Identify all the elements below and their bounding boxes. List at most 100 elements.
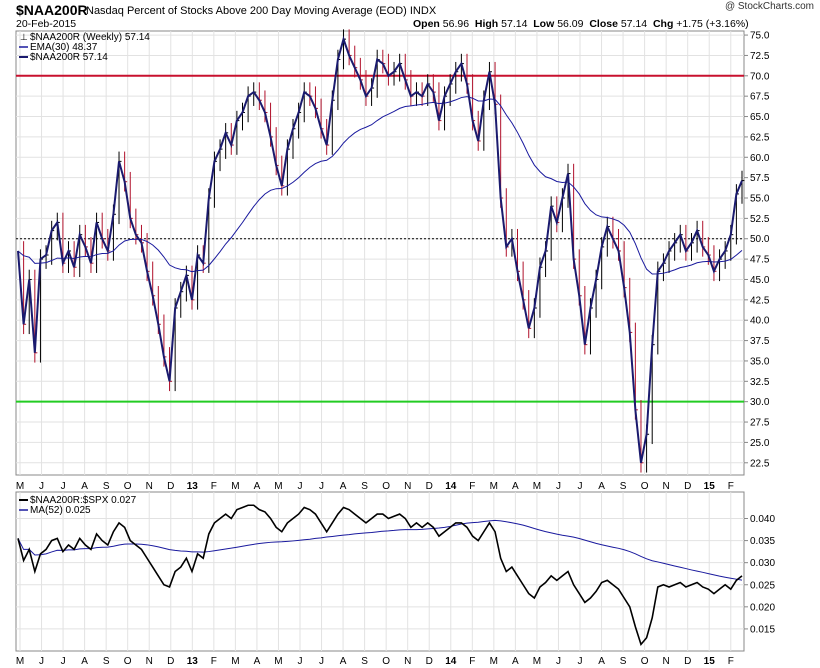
main-x-tick-label: F bbox=[469, 481, 475, 492]
main-x-tick-label: J bbox=[39, 481, 44, 492]
ratio-x-tick-label: F bbox=[469, 656, 475, 667]
legend-line-label: $NAA200R 57.14 bbox=[30, 52, 108, 63]
legend-ema-label: EMA(30) 48.37 bbox=[30, 42, 98, 53]
main-x-tick-label: 15 bbox=[704, 481, 716, 492]
symbol-title: $NAA200R bbox=[16, 2, 88, 18]
ratio-x-tick-label: A bbox=[81, 656, 88, 667]
ratio-x-tick-label: A bbox=[254, 656, 261, 667]
ratio-x-tick-label: O bbox=[124, 656, 132, 667]
ratio-x-tick-label: D bbox=[684, 656, 691, 667]
main-x-tick-label: M bbox=[231, 481, 239, 492]
main-x-tick-label: O bbox=[641, 481, 649, 492]
ratio-x-tick-label: O bbox=[382, 656, 390, 667]
ratio-x-tick-label: N bbox=[146, 656, 153, 667]
legend-ma52-label: MA(52) 0.025 bbox=[30, 505, 91, 516]
main-y-tick-label: 42.5 bbox=[750, 295, 770, 306]
close-value: 57.14 bbox=[620, 18, 648, 30]
ratio-x-tick-label: A bbox=[340, 656, 347, 667]
main-x-tick-label: D bbox=[684, 481, 691, 492]
main-x-tick-label: M bbox=[16, 481, 24, 492]
main-y-tick-label: 55.0 bbox=[750, 194, 770, 205]
exchange-label: INDX bbox=[409, 5, 437, 17]
ratio-x-tick-label: S bbox=[620, 656, 627, 667]
main-y-tick-label: 45.0 bbox=[750, 275, 770, 286]
close-label: Close bbox=[589, 18, 618, 30]
ratio-x-tick-label: F bbox=[728, 656, 734, 667]
main-y-tick-label: 57.5 bbox=[750, 173, 770, 184]
ratio-x-tick-label: D bbox=[167, 656, 174, 667]
main-x-tick-label: M bbox=[490, 481, 498, 492]
legend-price-label: $NAA200R (Weekly) 57.14 bbox=[30, 32, 150, 43]
main-y-tick-label: 72.5 bbox=[750, 51, 770, 62]
main-y-tick-label: 75.0 bbox=[750, 31, 770, 42]
open-value: 56.96 bbox=[442, 18, 470, 30]
ratio-x-tick-label: 15 bbox=[704, 656, 716, 667]
main-y-tick-label: 35.0 bbox=[750, 356, 770, 367]
main-x-tick-label: A bbox=[81, 481, 88, 492]
open-label: Open bbox=[413, 18, 440, 30]
main-x-tick-label: J bbox=[61, 481, 66, 492]
main-x-tick-label: S bbox=[361, 481, 368, 492]
main-x-tick-label: J bbox=[556, 481, 561, 492]
ma52-line bbox=[17, 519, 743, 581]
ratio-x-tick-label: J bbox=[61, 656, 66, 667]
main-x-tick-label: A bbox=[512, 481, 519, 492]
main-x-tick-label: F bbox=[728, 481, 734, 492]
main-x-tick-label: D bbox=[167, 481, 174, 492]
ratio-y-tick-label: 0.040 bbox=[750, 514, 775, 525]
main-x-tick-label: J bbox=[298, 481, 303, 492]
ratio-x-tick-label: A bbox=[512, 656, 519, 667]
main-y-tick-label: 22.5 bbox=[750, 458, 770, 469]
low-label: Low bbox=[533, 18, 555, 30]
ratio-x-tick-label: M bbox=[16, 656, 24, 667]
ratio-x-tick-label: J bbox=[319, 656, 324, 667]
main-x-tick-label: N bbox=[663, 481, 670, 492]
main-y-tick-label: 47.5 bbox=[750, 255, 770, 266]
ratio-y-tick-label: 0.030 bbox=[750, 558, 775, 569]
chg-label: Chg bbox=[652, 18, 674, 30]
main-x-tick-label: M bbox=[274, 481, 282, 492]
ratio-x-tick-label: M bbox=[274, 656, 282, 667]
high-value: 57.14 bbox=[501, 18, 528, 30]
copyright-label: @ StockCharts.com bbox=[724, 1, 814, 12]
main-y-tick-label: 40.0 bbox=[750, 316, 770, 327]
main-y-tick-label: 65.0 bbox=[750, 112, 770, 123]
main-y-tick-label: 70.0 bbox=[750, 71, 770, 82]
main-x-tick-label: 13 bbox=[187, 481, 199, 492]
ratio-x-tick-label: J bbox=[39, 656, 44, 667]
ratio-x-tick-label: J bbox=[556, 656, 561, 667]
main-x-tick-label: J bbox=[578, 481, 583, 492]
main-x-tick-label: S bbox=[103, 481, 110, 492]
ratio-x-tick-label: M bbox=[533, 656, 541, 667]
main-x-tick-label: M bbox=[533, 481, 541, 492]
main-x-tick-label: A bbox=[340, 481, 347, 492]
chart-date: 20-Feb-2015 bbox=[16, 18, 77, 30]
chg-value: +1.75 (+3.16%) bbox=[676, 18, 749, 30]
main-x-tick-label: O bbox=[124, 481, 132, 492]
ratio-line bbox=[17, 504, 743, 646]
main-y-tick-label: 52.5 bbox=[750, 214, 770, 225]
ratio-x-tick-label: 14 bbox=[445, 656, 457, 667]
low-value: 56.09 bbox=[557, 18, 584, 30]
ratio-x-tick-label: A bbox=[598, 656, 605, 667]
ratio-x-tick-label: D bbox=[426, 656, 433, 667]
main-y-tick-label: 50.0 bbox=[750, 234, 770, 245]
ratio-y-tick-label: 0.025 bbox=[750, 580, 775, 591]
ratio-y-tick-label: 0.020 bbox=[750, 602, 775, 613]
ratio-x-tick-label: M bbox=[231, 656, 239, 667]
main-y-tick-label: 32.5 bbox=[750, 377, 770, 388]
ratio-x-tick-label: N bbox=[404, 656, 411, 667]
main-x-tick-label: O bbox=[382, 481, 390, 492]
main-y-tick-label: 25.0 bbox=[750, 438, 770, 449]
ratio-x-tick-label: J bbox=[298, 656, 303, 667]
ratio-x-tick-label: J bbox=[578, 656, 583, 667]
ratio-x-tick-label: O bbox=[641, 656, 649, 667]
chart-description: Nasdaq Percent of Stocks Above 200 Day M… bbox=[86, 5, 436, 17]
legend-ohlc-icon: ⊥ bbox=[20, 32, 28, 42]
main-x-tick-label: A bbox=[598, 481, 605, 492]
main-x-tick-label: S bbox=[620, 481, 627, 492]
high-label: High bbox=[474, 18, 499, 30]
ratio-x-tick-label: M bbox=[490, 656, 498, 667]
ohlc-readout: Open 56.96 High 57.14 Low 56.09 Close 57… bbox=[413, 18, 749, 30]
